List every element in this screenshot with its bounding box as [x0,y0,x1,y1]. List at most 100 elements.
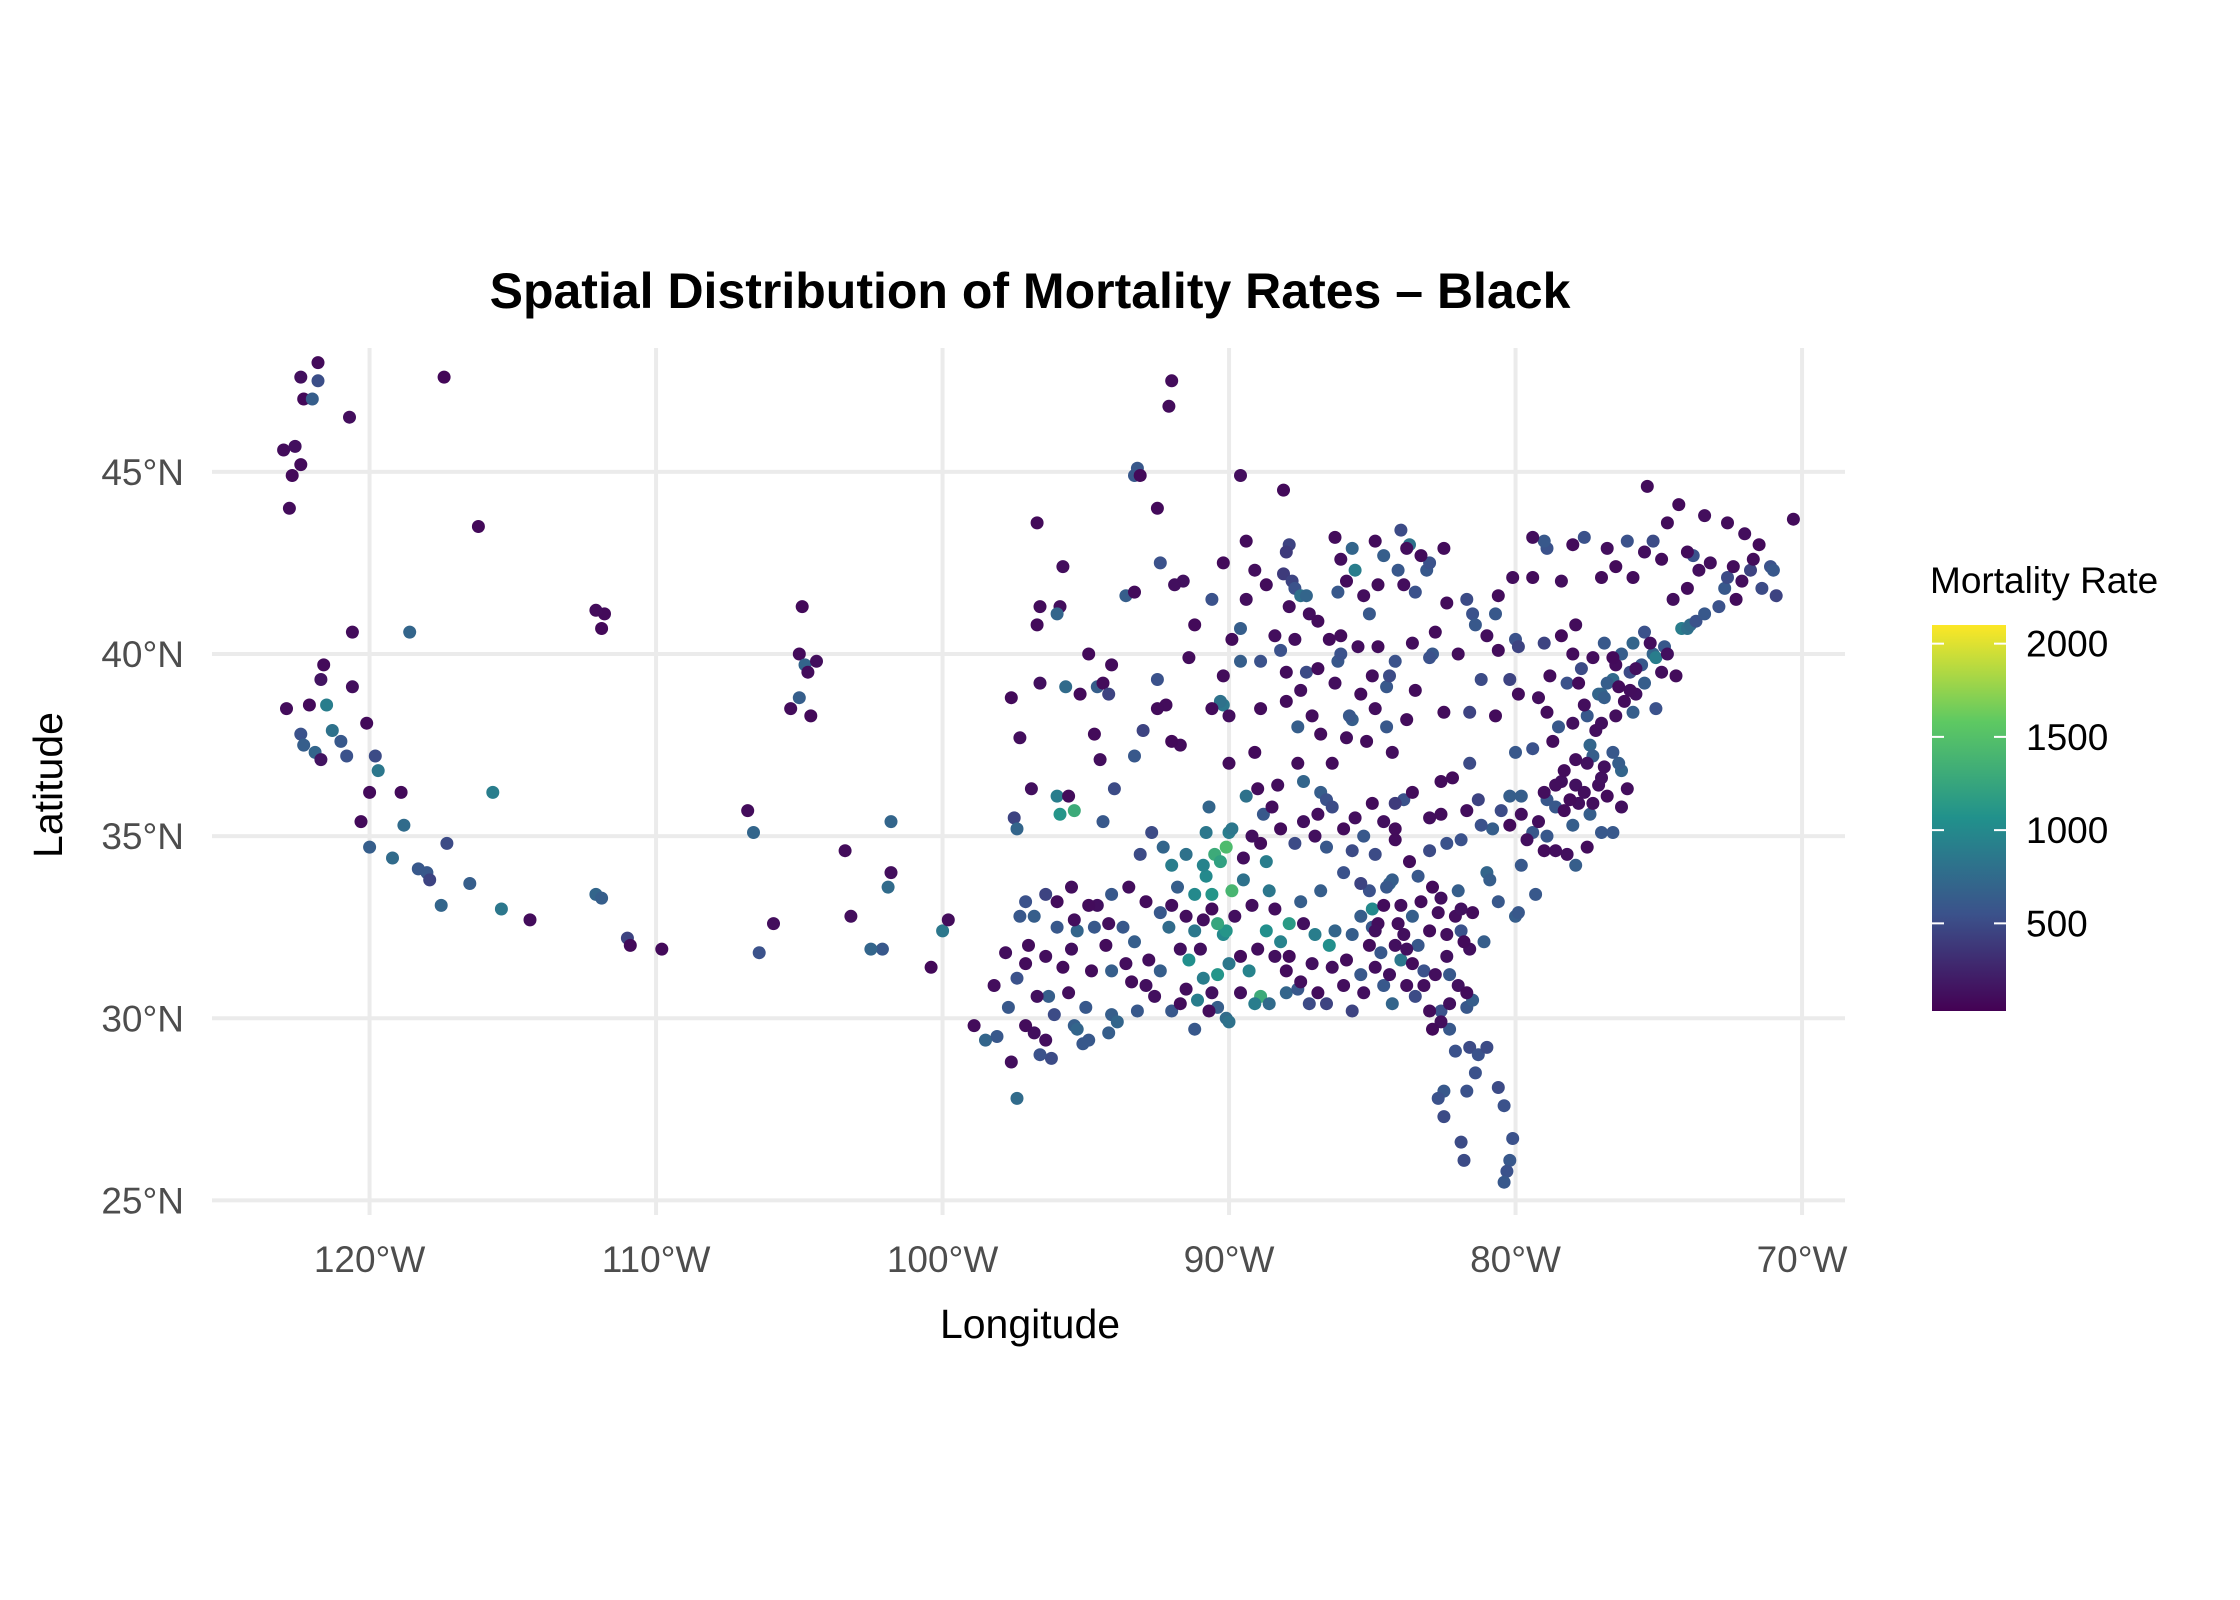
data-point [1431,906,1445,920]
y-tick-label: 35°N [101,816,184,857]
data-point [1248,997,1262,1011]
data-point [1597,691,1611,705]
data-point [1506,571,1520,584]
data-point [1173,997,1187,1011]
data-point [1443,968,1457,982]
data-point [1497,1099,1511,1113]
data-point [1234,986,1247,1000]
data-point [1047,1008,1061,1022]
data-point [792,647,806,661]
color-legend: Mortality Rate 500 1000 1500 2000 [1930,560,2158,1011]
data-point [1033,600,1047,614]
data-point [1454,902,1468,916]
data-point [1348,563,1362,577]
data-point [1205,887,1219,901]
data-points [277,356,1800,1189]
data-point [1368,534,1382,548]
data-point [1411,938,1425,952]
data-point [1308,829,1322,843]
y-axis-title: Latitude [25,712,71,858]
data-point [1486,822,1500,836]
data-point [1116,920,1130,934]
data-point [1394,953,1408,967]
data-point [1615,800,1628,814]
data-point [1405,636,1419,650]
data-point [1128,585,1141,599]
data-point [1371,578,1385,592]
data-point [1434,1015,1448,1029]
data-point [1609,560,1623,574]
data-point [1262,884,1276,898]
data-point [1096,815,1110,829]
data-point [1638,676,1651,690]
data-point [1219,924,1233,938]
data-point [1526,571,1540,584]
data-point [1537,785,1551,799]
data-point [1345,1004,1359,1018]
data-point [1182,651,1196,665]
data-point [1219,840,1233,854]
data-point [1388,654,1402,668]
data-point [875,942,889,956]
data-point [1563,793,1577,807]
data-point [1423,651,1437,665]
data-point [1337,866,1351,880]
data-point [1380,880,1394,894]
data-point [1305,709,1319,723]
data-point [1236,873,1250,887]
data-point [1612,756,1626,770]
data-point [1265,800,1279,814]
data-point [1463,1040,1477,1054]
data-point [1294,895,1308,909]
data-point [1299,589,1313,603]
data-point [1365,796,1379,810]
data-point [1400,541,1414,555]
data-point [1245,829,1259,843]
data-point [864,942,878,956]
data-point [1595,571,1608,584]
data-point [280,702,293,716]
data-point [1374,946,1388,960]
data-point [1466,906,1480,920]
x-tick-label: 100°W [887,1239,999,1280]
data-point [1340,953,1353,967]
data-point [1540,829,1554,843]
data-point [1503,673,1517,686]
data-point [1279,545,1293,559]
data-point [1391,917,1405,931]
data-point [589,603,603,617]
data-point [1426,1022,1439,1036]
data-point [1102,917,1116,931]
data-point [1337,822,1351,836]
data-point [1437,1110,1451,1124]
data-point [1096,676,1110,690]
data-point [1638,545,1651,559]
data-point [1279,964,1293,978]
data-point [767,917,780,931]
data-point [1262,997,1276,1011]
data-point [1577,530,1591,544]
data-point [1626,705,1640,719]
data-point [1027,1026,1041,1040]
data-point [1680,581,1694,595]
legend-title: Mortality Rate [1930,560,2158,601]
data-point [1655,665,1669,679]
x-tick-label: 120°W [314,1239,426,1280]
data-point [1655,552,1669,566]
data-point [1213,694,1227,708]
data-point [1360,734,1374,748]
data-point [1569,753,1583,767]
data-point [1383,968,1396,982]
data-point [1434,891,1448,905]
data-point [1242,964,1256,978]
data-point [523,913,537,927]
x-tick-label: 90°W [1184,1239,1275,1280]
data-point [1271,778,1285,792]
data-point [1397,928,1411,941]
data-point [1388,833,1402,847]
data-point [884,815,898,829]
data-point [1222,1015,1236,1029]
data-point [1746,552,1760,566]
data-point [1179,847,1193,861]
data-point [1491,643,1505,657]
